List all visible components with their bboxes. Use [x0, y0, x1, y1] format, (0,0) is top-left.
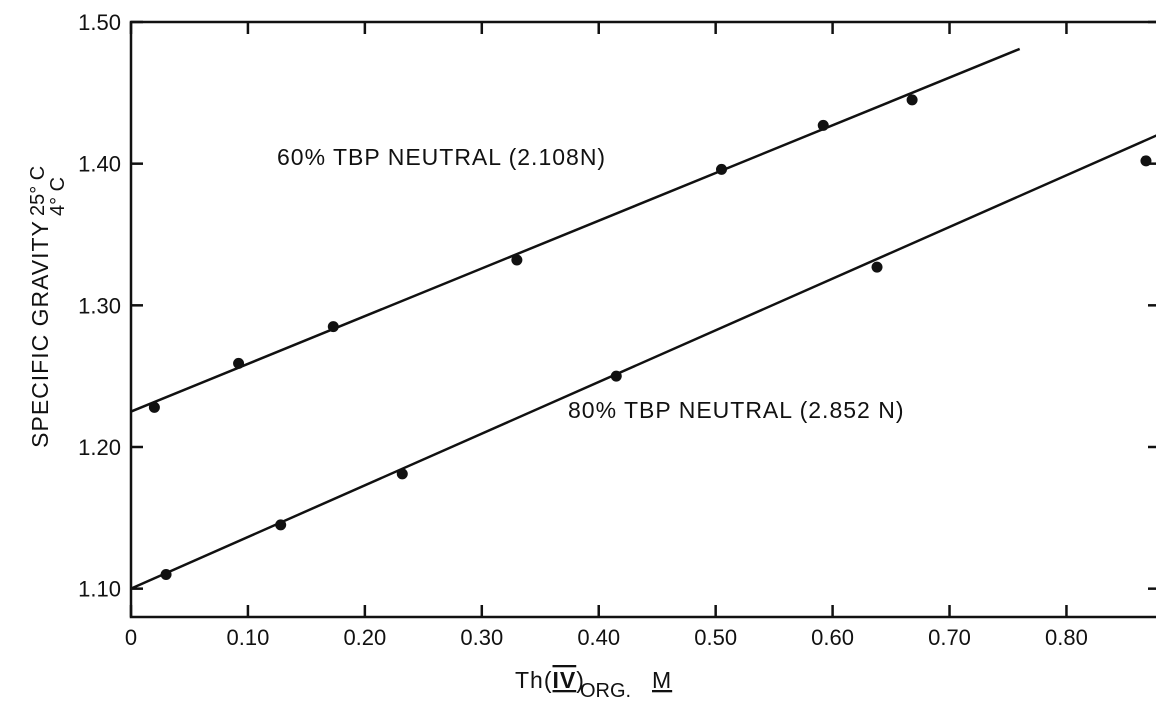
series-label-80pct: 80% TBP NEUTRAL (2.852 N) [568, 397, 904, 423]
fit-lines [130, 47, 1156, 590]
data-point-series-1 [716, 163, 728, 175]
data-point-series-2 [1140, 155, 1152, 167]
data-point-series-2 [396, 468, 408, 480]
data-point-series-2 [160, 569, 172, 580]
data-point-series-2 [871, 261, 883, 273]
x-axis-title-unit: M [652, 667, 672, 693]
y-tick-label: 1.30 [78, 293, 121, 318]
x-tick-label: 0.20 [343, 625, 386, 650]
y-tick-label: 1.40 [78, 152, 121, 177]
data-points [148, 94, 1152, 580]
x-axis-title-sub: ORG. [580, 680, 631, 702]
x-tick-label: 0.30 [460, 625, 503, 650]
y-tick-label: 1.20 [78, 435, 121, 460]
x-tick-label: 0.10 [227, 625, 270, 650]
data-point-series-1 [233, 357, 245, 369]
x-axis-title-roman: IV [553, 667, 577, 693]
data-point-series-1 [511, 254, 523, 266]
svg-text:Th(IV): Th(IV) [515, 667, 585, 693]
x-axis-title-close: ) [576, 667, 585, 693]
data-point-series-2 [610, 370, 622, 382]
x-tick-label: 0.50 [694, 625, 737, 650]
fit-line-series-1 [130, 47, 1021, 413]
data-point-series-1 [148, 401, 160, 413]
series-label-60pct: 60% TBP NEUTRAL (2.108N) [277, 144, 606, 170]
x-tick-label: 0.80 [1045, 625, 1088, 650]
data-point-series-2 [275, 519, 287, 531]
y-axis-title-sub: 4° C [47, 177, 69, 216]
y-axis-title-main: SPECIFIC GRAVITY [27, 220, 53, 448]
fit-line-series-2 [130, 134, 1156, 590]
x-tick-label: 0.70 [928, 625, 971, 650]
y-tick-label: 1.50 [78, 10, 121, 35]
data-point-series-1 [327, 321, 339, 333]
y-axis-title-sup: 25° C [27, 166, 49, 216]
x-tick-label: 0.40 [577, 625, 620, 650]
x-axis-ticks: 0 0.10 0.20 0.30 0.40 0.50 0.60 0.70 0.80 [125, 22, 1088, 650]
x-tick-label: 0 [125, 625, 137, 650]
x-axis-title-main: Th( [515, 667, 553, 693]
y-tick-label: 1.10 [78, 577, 121, 602]
x-axis-title: Th(IV) ORG. M [515, 667, 672, 702]
y-axis-title: SPECIFIC GRAVITY 25° C 4° C [27, 166, 69, 448]
plot-frame [129, 20, 1156, 619]
data-point-series-1 [817, 119, 829, 131]
data-point-series-1 [906, 94, 918, 106]
x-tick-label: 0.60 [811, 625, 854, 650]
y-axis-ticks: 1.10 1.20 1.30 1.40 1.50 [78, 10, 1156, 602]
